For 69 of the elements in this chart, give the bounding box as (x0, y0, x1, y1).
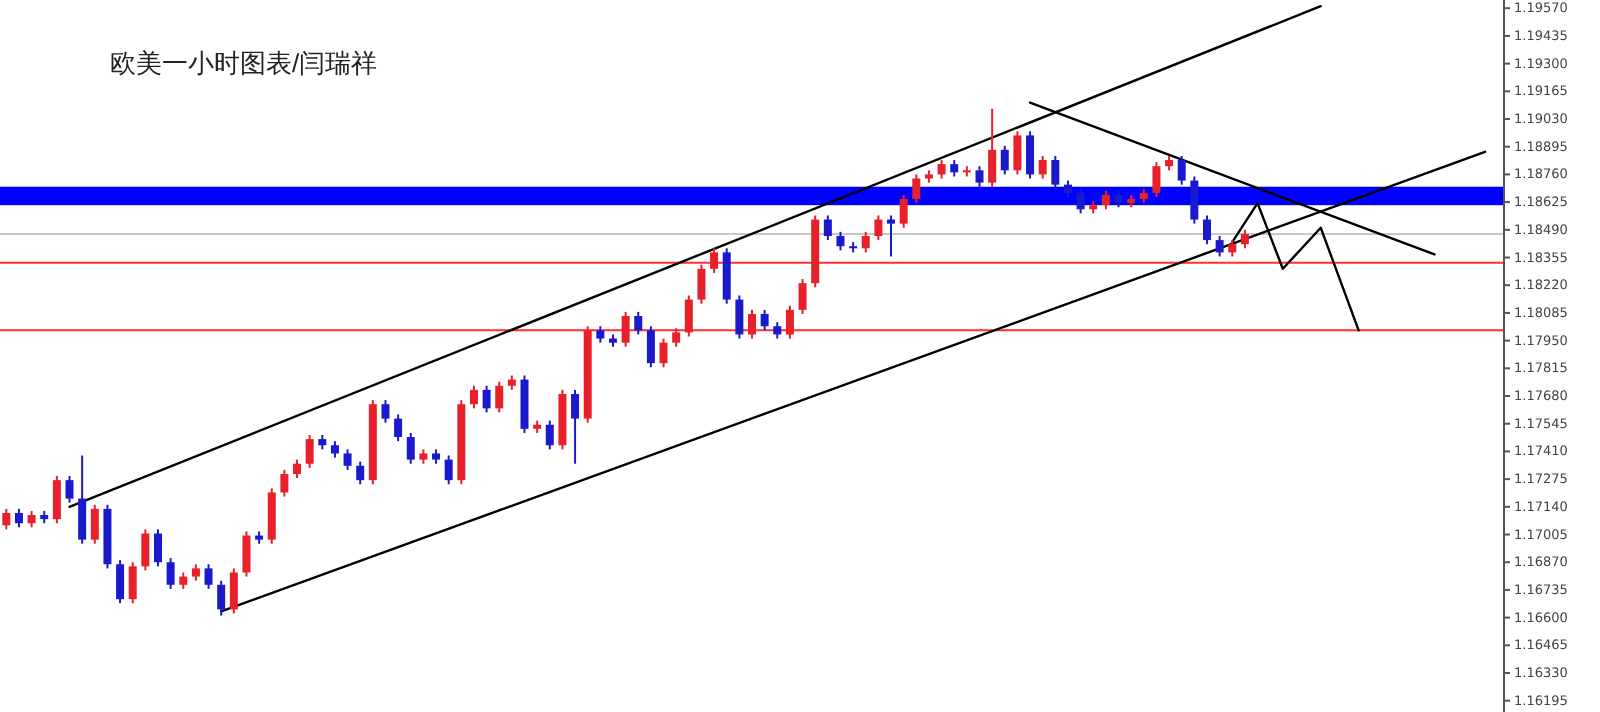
candlestick (937, 159, 946, 180)
candlestick (912, 173, 921, 205)
candlestick (267, 487, 276, 545)
candlestick (697, 263, 706, 305)
candlestick (14, 507, 23, 529)
candlestick (760, 308, 769, 332)
candlestick (684, 294, 693, 338)
candlestick (381, 399, 390, 424)
candlestick (394, 413, 403, 443)
candlestick (798, 278, 807, 315)
candlestick (1152, 161, 1161, 198)
candlestick (128, 561, 137, 605)
candlestick (735, 294, 744, 340)
candlestick (90, 503, 99, 545)
candlestick (899, 193, 908, 229)
candlestick (672, 327, 681, 348)
candlestick (1202, 214, 1211, 246)
candlestick (495, 380, 504, 414)
candlestick (293, 458, 302, 480)
candlestick (1101, 189, 1110, 211)
candlestick (280, 468, 289, 498)
candlestick (1013, 130, 1022, 176)
candlestick (823, 214, 832, 242)
candlestick (2, 507, 11, 531)
candlestick (545, 419, 554, 451)
candlestick (1190, 175, 1199, 225)
candlestick (975, 165, 984, 188)
candlestick (634, 310, 643, 336)
candlestick (1177, 154, 1186, 186)
candlestick (141, 528, 150, 572)
candlestick (78, 454, 87, 545)
candlestick (621, 310, 630, 348)
candlestick (204, 563, 213, 590)
candlestick (710, 247, 719, 274)
candlestick (785, 304, 794, 340)
candlestick (153, 528, 162, 568)
candlestick (1076, 187, 1085, 215)
line-series (1231, 201, 1360, 332)
candlestick (1000, 144, 1009, 176)
candlestick (659, 337, 668, 369)
candlestick (748, 308, 756, 340)
candlestick (874, 214, 883, 242)
candlestick (482, 384, 491, 414)
candlestick (571, 388, 580, 465)
candlestick (1038, 154, 1047, 180)
candlestick (217, 579, 226, 617)
candlestick (469, 384, 478, 410)
candlestick (836, 230, 845, 252)
candlestick (305, 434, 314, 469)
candlestick (406, 431, 415, 465)
candlestick (242, 530, 251, 578)
candlestick (1215, 234, 1224, 258)
candlestick (356, 460, 365, 486)
candlestick (444, 454, 453, 486)
candlestick (1026, 130, 1035, 180)
candlestick (116, 559, 125, 605)
candlestick (646, 325, 655, 369)
candlestick (861, 230, 870, 254)
candlestick (343, 448, 352, 471)
candlestick (166, 557, 175, 590)
candlestick (887, 214, 896, 258)
candlestick (52, 475, 61, 525)
candlestick (65, 475, 74, 504)
candlestick (1051, 154, 1060, 190)
candlestick (229, 567, 238, 615)
candlestick (988, 107, 997, 188)
text: 欧美一小时图表/闫瑞祥 (110, 48, 378, 78)
candlestick (722, 247, 731, 305)
candlestick (1240, 228, 1249, 250)
